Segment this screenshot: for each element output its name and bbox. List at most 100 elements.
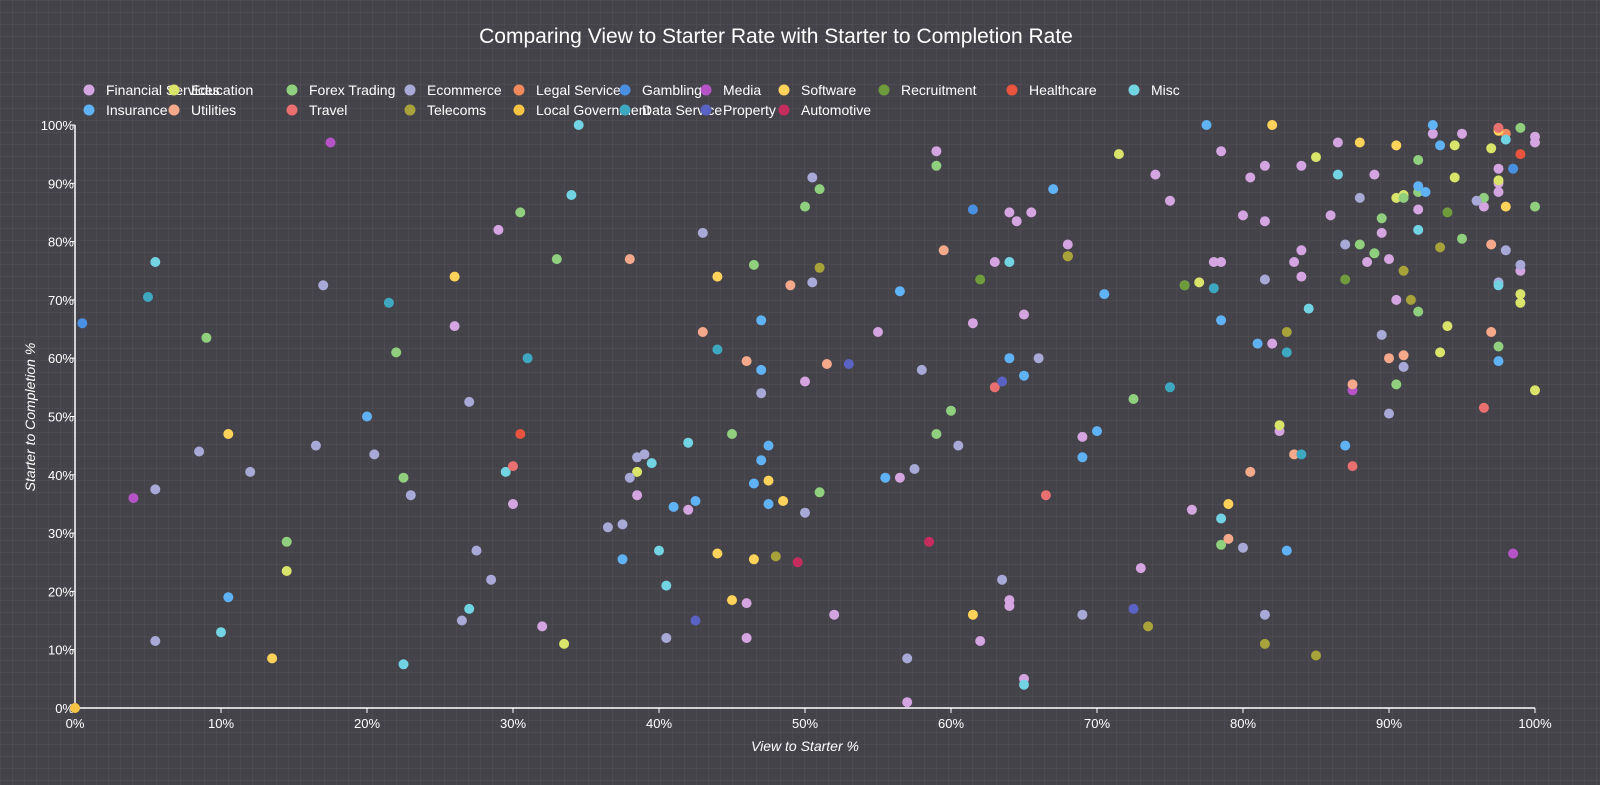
data-point[interactable] bbox=[909, 464, 920, 474]
data-point[interactable] bbox=[150, 257, 161, 267]
data-point[interactable] bbox=[398, 472, 409, 483]
data-point[interactable] bbox=[1478, 402, 1489, 413]
data-point[interactable] bbox=[807, 277, 818, 288]
data-point[interactable] bbox=[486, 574, 497, 585]
data-point[interactable] bbox=[931, 429, 942, 439]
data-point[interactable] bbox=[756, 388, 767, 399]
data-point[interactable] bbox=[697, 227, 708, 238]
legend-item[interactable]: Telecoms bbox=[404, 102, 487, 118]
data-point[interactable] bbox=[515, 429, 526, 439]
data-point[interactable] bbox=[1150, 169, 1161, 180]
data-point[interactable] bbox=[551, 254, 562, 265]
data-point[interactable] bbox=[1289, 449, 1300, 460]
data-point[interactable] bbox=[1384, 408, 1394, 419]
data-point[interactable] bbox=[1311, 650, 1321, 661]
data-point[interactable] bbox=[931, 146, 942, 157]
data-point[interactable] bbox=[318, 280, 329, 291]
data-point[interactable] bbox=[1515, 259, 1526, 270]
data-point[interactable] bbox=[1267, 120, 1278, 130]
data-point[interactable] bbox=[1515, 289, 1526, 300]
data-point[interactable] bbox=[201, 332, 212, 343]
data-point[interactable] bbox=[1186, 504, 1197, 515]
data-point[interactable] bbox=[1026, 207, 1037, 218]
data-point[interactable] bbox=[1354, 239, 1365, 250]
data-point[interactable] bbox=[741, 598, 752, 609]
data-point[interactable] bbox=[1420, 187, 1431, 197]
data-point[interactable] bbox=[690, 615, 701, 626]
data-point[interactable] bbox=[661, 633, 672, 643]
data-point[interactable] bbox=[1515, 149, 1526, 160]
data-point[interactable] bbox=[449, 271, 460, 282]
legend-item[interactable]: Media bbox=[700, 82, 762, 98]
data-point[interactable] bbox=[508, 461, 518, 472]
data-point[interactable] bbox=[1004, 207, 1015, 218]
data-point[interactable] bbox=[1325, 210, 1336, 221]
data-point[interactable] bbox=[1500, 134, 1511, 145]
data-point[interactable] bbox=[1354, 137, 1365, 148]
legend-item[interactable]: Utilities bbox=[168, 102, 237, 118]
data-point[interactable] bbox=[727, 595, 737, 606]
data-point[interactable] bbox=[778, 496, 789, 506]
data-point[interactable] bbox=[748, 478, 759, 489]
data-point[interactable] bbox=[1296, 245, 1307, 256]
data-point[interactable] bbox=[223, 429, 234, 439]
data-point[interactable] bbox=[1252, 338, 1263, 349]
legend-item[interactable]: Software bbox=[778, 82, 857, 98]
data-point[interactable] bbox=[712, 344, 723, 355]
data-point[interactable] bbox=[1281, 545, 1292, 556]
data-point[interactable] bbox=[756, 455, 767, 466]
data-point[interactable] bbox=[398, 659, 409, 670]
legend-item[interactable]: Ecommerce bbox=[404, 82, 502, 98]
data-point[interactable] bbox=[763, 440, 774, 451]
data-point[interactable] bbox=[748, 259, 759, 270]
data-point[interactable] bbox=[756, 315, 767, 326]
data-point[interactable] bbox=[1340, 274, 1351, 285]
data-point[interactable] bbox=[493, 224, 504, 235]
data-point[interactable] bbox=[741, 356, 752, 367]
data-point[interactable] bbox=[1223, 499, 1234, 509]
data-point[interactable] bbox=[1311, 152, 1321, 163]
data-point[interactable] bbox=[1332, 137, 1343, 148]
legend-item[interactable]: Misc bbox=[1128, 82, 1180, 98]
data-point[interactable] bbox=[800, 376, 810, 387]
data-point[interactable] bbox=[1413, 306, 1424, 317]
data-point[interactable] bbox=[1376, 329, 1387, 340]
data-point[interactable] bbox=[1296, 449, 1307, 460]
data-point[interactable] bbox=[1376, 227, 1387, 238]
data-point[interactable] bbox=[70, 703, 80, 713]
data-point[interactable] bbox=[1099, 289, 1110, 300]
data-point[interactable] bbox=[1216, 513, 1227, 524]
data-point[interactable] bbox=[281, 566, 292, 576]
data-point[interactable] bbox=[1296, 160, 1307, 171]
data-point[interactable] bbox=[310, 440, 321, 451]
data-point[interactable] bbox=[391, 347, 402, 358]
data-point[interactable] bbox=[1391, 379, 1402, 390]
legend-item[interactable]: Property bbox=[700, 102, 776, 118]
data-point[interactable] bbox=[602, 522, 613, 533]
data-point[interactable] bbox=[1384, 353, 1394, 364]
data-point[interactable] bbox=[1398, 361, 1409, 372]
data-point[interactable] bbox=[1398, 192, 1409, 203]
data-point[interactable] bbox=[967, 318, 978, 329]
data-point[interactable] bbox=[1165, 382, 1175, 393]
data-point[interactable] bbox=[1530, 385, 1540, 396]
data-point[interactable] bbox=[1369, 248, 1380, 259]
data-point[interactable] bbox=[997, 376, 1008, 387]
data-point[interactable] bbox=[748, 554, 759, 565]
data-point[interactable] bbox=[1259, 274, 1270, 285]
data-point[interactable] bbox=[763, 499, 774, 509]
data-point[interactable] bbox=[712, 271, 723, 282]
legend-item[interactable]: Travel bbox=[286, 102, 348, 118]
data-point[interactable] bbox=[821, 359, 832, 369]
data-point[interactable] bbox=[1216, 315, 1227, 326]
data-point[interactable] bbox=[1442, 207, 1453, 218]
data-point[interactable] bbox=[807, 172, 818, 183]
data-point[interactable] bbox=[1493, 341, 1504, 352]
data-point[interactable] bbox=[814, 262, 825, 273]
data-point[interactable] bbox=[537, 621, 548, 632]
data-point[interactable] bbox=[632, 466, 643, 477]
data-point[interactable] bbox=[1179, 280, 1190, 291]
data-point[interactable] bbox=[508, 499, 518, 509]
data-point[interactable] bbox=[1092, 426, 1102, 437]
data-point[interactable] bbox=[143, 292, 153, 302]
